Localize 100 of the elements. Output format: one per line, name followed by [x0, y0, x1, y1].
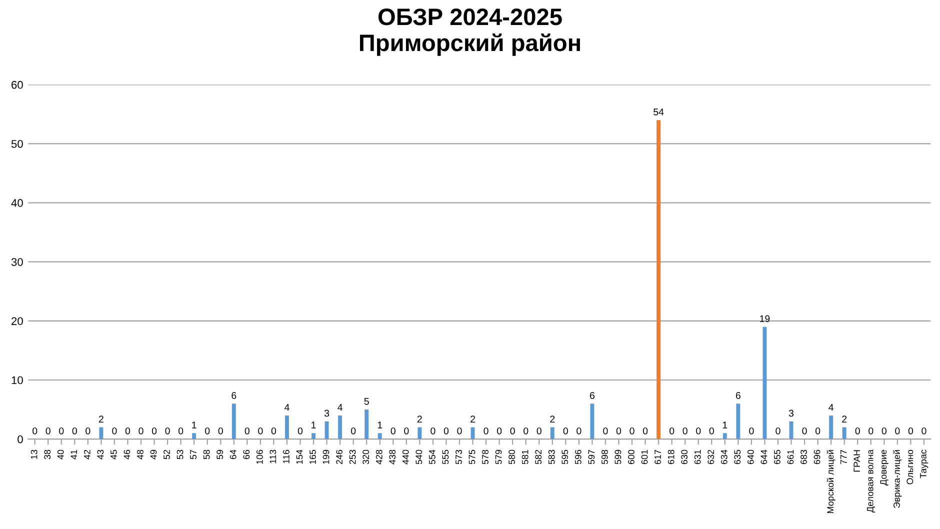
x-tick-label: 579 [495, 450, 502, 464]
chart-title: ОБЗР 2024-2025 Приморский район [360, 8, 580, 56]
data-label: 0 [696, 427, 701, 434]
x-tick-label: 644 [760, 450, 768, 464]
bar [192, 433, 196, 440]
x-tick-label: 601 [641, 450, 648, 464]
data-label: 0 [86, 427, 90, 434]
bar [550, 427, 554, 440]
x-tick-label: 428 [376, 450, 382, 464]
x-tick-label: 64 [230, 450, 236, 460]
y-tick-label: 10 [12, 376, 23, 384]
data-label: 0 [576, 427, 582, 434]
data-label: 0 [682, 427, 688, 434]
x-tick-label: 599 [614, 450, 622, 464]
data-label: 0 [815, 427, 820, 434]
x-tick-label: 634 [720, 450, 728, 464]
data-label: 0 [152, 427, 157, 434]
data-label: 0 [642, 427, 648, 434]
data-label: 3 [788, 410, 794, 417]
x-tick-label: 199 [322, 450, 330, 464]
data-label: 1 [192, 422, 196, 428]
bar [762, 326, 767, 440]
x-tick-label: 573 [456, 450, 462, 464]
x-tick-label: 440 [402, 450, 409, 464]
x-tick-label: 598 [602, 450, 608, 464]
data-label: 1 [378, 422, 382, 428]
data-label: 0 [776, 427, 780, 434]
x-tick-label: 438 [389, 450, 396, 464]
data-label: 0 [510, 427, 515, 434]
bar [829, 415, 834, 440]
data-label: 0 [709, 427, 714, 434]
x-tick-label: ГРАН [854, 450, 860, 472]
data-label: 0 [271, 427, 276, 434]
data-label: 0 [802, 427, 807, 434]
data-label: 0 [59, 427, 64, 434]
data-label: 0 [444, 427, 449, 434]
data-label: 0 [72, 427, 77, 434]
x-tick-label: 52 [164, 450, 170, 460]
x-tick-label: 554 [429, 450, 436, 464]
bar [324, 421, 329, 440]
data-label: 4 [828, 404, 834, 411]
x-tick-label: 618 [668, 450, 674, 464]
y-tick-label: 40 [11, 199, 23, 207]
x-tick-label: 635 [734, 450, 741, 464]
x-tick-label: 661 [787, 450, 794, 464]
data-label: 1 [722, 422, 728, 428]
data-label: 4 [338, 404, 342, 411]
data-label: 0 [855, 427, 860, 434]
data-label: 19 [760, 315, 770, 322]
x-tick-label: 683 [800, 450, 807, 464]
data-label: 0 [298, 427, 303, 434]
data-label: 0 [496, 427, 502, 434]
data-label: 0 [178, 427, 184, 434]
x-tick-label: 66 [243, 450, 250, 460]
y-tick-label: 50 [11, 140, 23, 148]
x-tick-label: 253 [349, 450, 356, 464]
data-label: 6 [232, 392, 236, 399]
y-tick-label: 30 [11, 258, 23, 266]
data-label: 1 [312, 422, 316, 428]
data-label: 0 [670, 427, 674, 434]
data-label: 0 [430, 427, 436, 434]
x-tick-label: 631 [694, 450, 701, 464]
x-tick-label: 640 [747, 450, 754, 464]
data-label: 54 [654, 108, 664, 116]
x-tick-label: 46 [124, 450, 130, 460]
x-tick-label: 58 [203, 450, 210, 460]
bar [590, 404, 594, 440]
x-tick-label: 320 [362, 450, 370, 464]
x-tick-label: 582 [535, 450, 542, 464]
bar [338, 415, 342, 440]
data-label: 0 [563, 427, 568, 434]
bar [736, 404, 740, 440]
x-tick-label: 575 [468, 450, 476, 464]
x-tick-label: 154 [296, 450, 303, 464]
x-tick-label: 581 [522, 450, 528, 464]
x-tick-label: 57 [190, 450, 197, 460]
data-label: 0 [205, 427, 210, 434]
data-label: 5 [364, 398, 369, 405]
x-tick-label: 246 [336, 450, 342, 464]
x-tick-label: 43 [97, 450, 104, 460]
y-tick-label: 60 [12, 80, 23, 89]
x-tick-label: 41 [70, 450, 77, 460]
x-tick-label: Деловая волна [867, 449, 876, 513]
data-label: 0 [112, 427, 117, 434]
x-tick-label: 580 [508, 450, 515, 464]
x-tick-label: 40 [57, 450, 64, 460]
x-tick-label: 116 [283, 450, 290, 464]
data-label: 0 [603, 427, 608, 434]
data-label: 0 [882, 427, 886, 434]
x-tick-label: 696 [814, 450, 820, 464]
x-tick-label: 42 [84, 450, 90, 460]
x-tick-label: 777 [840, 450, 847, 464]
x-tick-label: 555 [442, 450, 449, 464]
x-tick-label: 595 [562, 450, 568, 464]
x-tick-label: 106 [256, 450, 263, 464]
x-tick-label: 578 [482, 450, 488, 464]
bar [364, 410, 369, 440]
bar [284, 415, 289, 440]
data-label: 0 [351, 427, 356, 434]
data-label: 0 [138, 427, 144, 434]
